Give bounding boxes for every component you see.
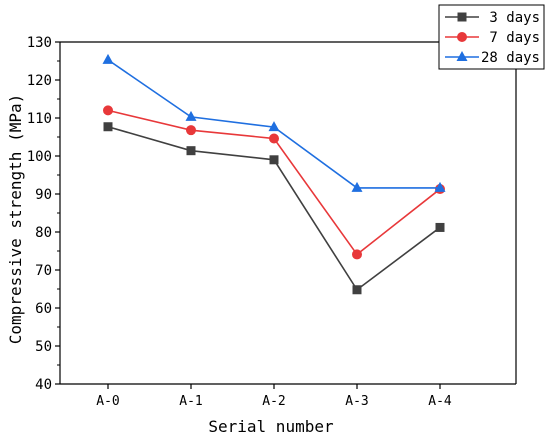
series-line bbox=[107, 125, 441, 291]
legend-marker bbox=[457, 32, 467, 42]
legend-item: 7 days bbox=[445, 30, 540, 46]
data-point bbox=[269, 133, 279, 144]
y-tick-label: 130 bbox=[27, 35, 52, 51]
y-tick-label: 110 bbox=[27, 111, 52, 127]
y-tick-label: 50 bbox=[35, 339, 52, 355]
legend-label: 3 days bbox=[489, 10, 540, 26]
data-point bbox=[268, 121, 280, 132]
data-point bbox=[103, 122, 113, 132]
series-2 bbox=[102, 53, 446, 192]
y-tick-label: 70 bbox=[35, 263, 52, 279]
y-tick-label: 120 bbox=[27, 73, 52, 89]
legend-item: 28 days bbox=[445, 50, 540, 66]
x-tick-label: A-1 bbox=[179, 394, 202, 409]
y-tick-label: 100 bbox=[27, 149, 52, 165]
data-point bbox=[102, 53, 114, 64]
y-tick-label: 90 bbox=[35, 187, 52, 203]
x-axis-title: Serial number bbox=[208, 417, 334, 436]
legend-marker bbox=[456, 51, 468, 61]
data-point bbox=[185, 110, 197, 121]
y-axis-title: Compressive strength (MPa) bbox=[6, 94, 25, 344]
series-0 bbox=[103, 122, 445, 295]
y-tick-label: 80 bbox=[35, 225, 52, 241]
data-point bbox=[269, 155, 279, 165]
data-point bbox=[352, 285, 362, 295]
y-tick-label: 40 bbox=[35, 377, 52, 393]
data-point bbox=[435, 222, 445, 232]
series-layer bbox=[102, 53, 446, 295]
axes: 40 50 60 70 80 90 100 110 120 130 A-0 A-1 A-2 A-3 A-4 bbox=[27, 35, 517, 409]
legend-label: 28 days bbox=[481, 50, 540, 66]
legend: 3 days 7 days 28 days bbox=[438, 4, 545, 70]
legend-label: 7 days bbox=[489, 30, 540, 46]
data-point bbox=[103, 105, 113, 116]
x-tick-label: A-4 bbox=[428, 394, 452, 409]
y-tick-label: 60 bbox=[35, 301, 52, 317]
data-point bbox=[186, 146, 196, 156]
x-tick-label: A-0 bbox=[96, 394, 119, 409]
x-tick-label: A-2 bbox=[262, 394, 285, 409]
data-point bbox=[352, 249, 362, 260]
data-point bbox=[434, 181, 446, 192]
data-point bbox=[186, 125, 196, 136]
data-point bbox=[351, 181, 363, 192]
legend-item: 3 days bbox=[445, 10, 540, 26]
x-tick-label: A-3 bbox=[345, 394, 368, 409]
legend-marker bbox=[457, 12, 467, 22]
series-line bbox=[107, 109, 441, 256]
